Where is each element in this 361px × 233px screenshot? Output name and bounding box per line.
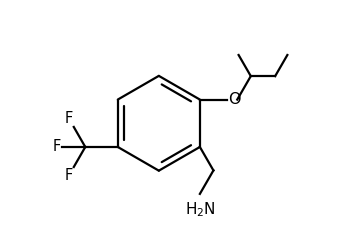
Text: O: O [228,92,241,107]
Text: F: F [64,111,73,126]
Text: F: F [53,140,61,154]
Text: F: F [64,168,73,183]
Text: H$_2$N: H$_2$N [184,201,215,219]
